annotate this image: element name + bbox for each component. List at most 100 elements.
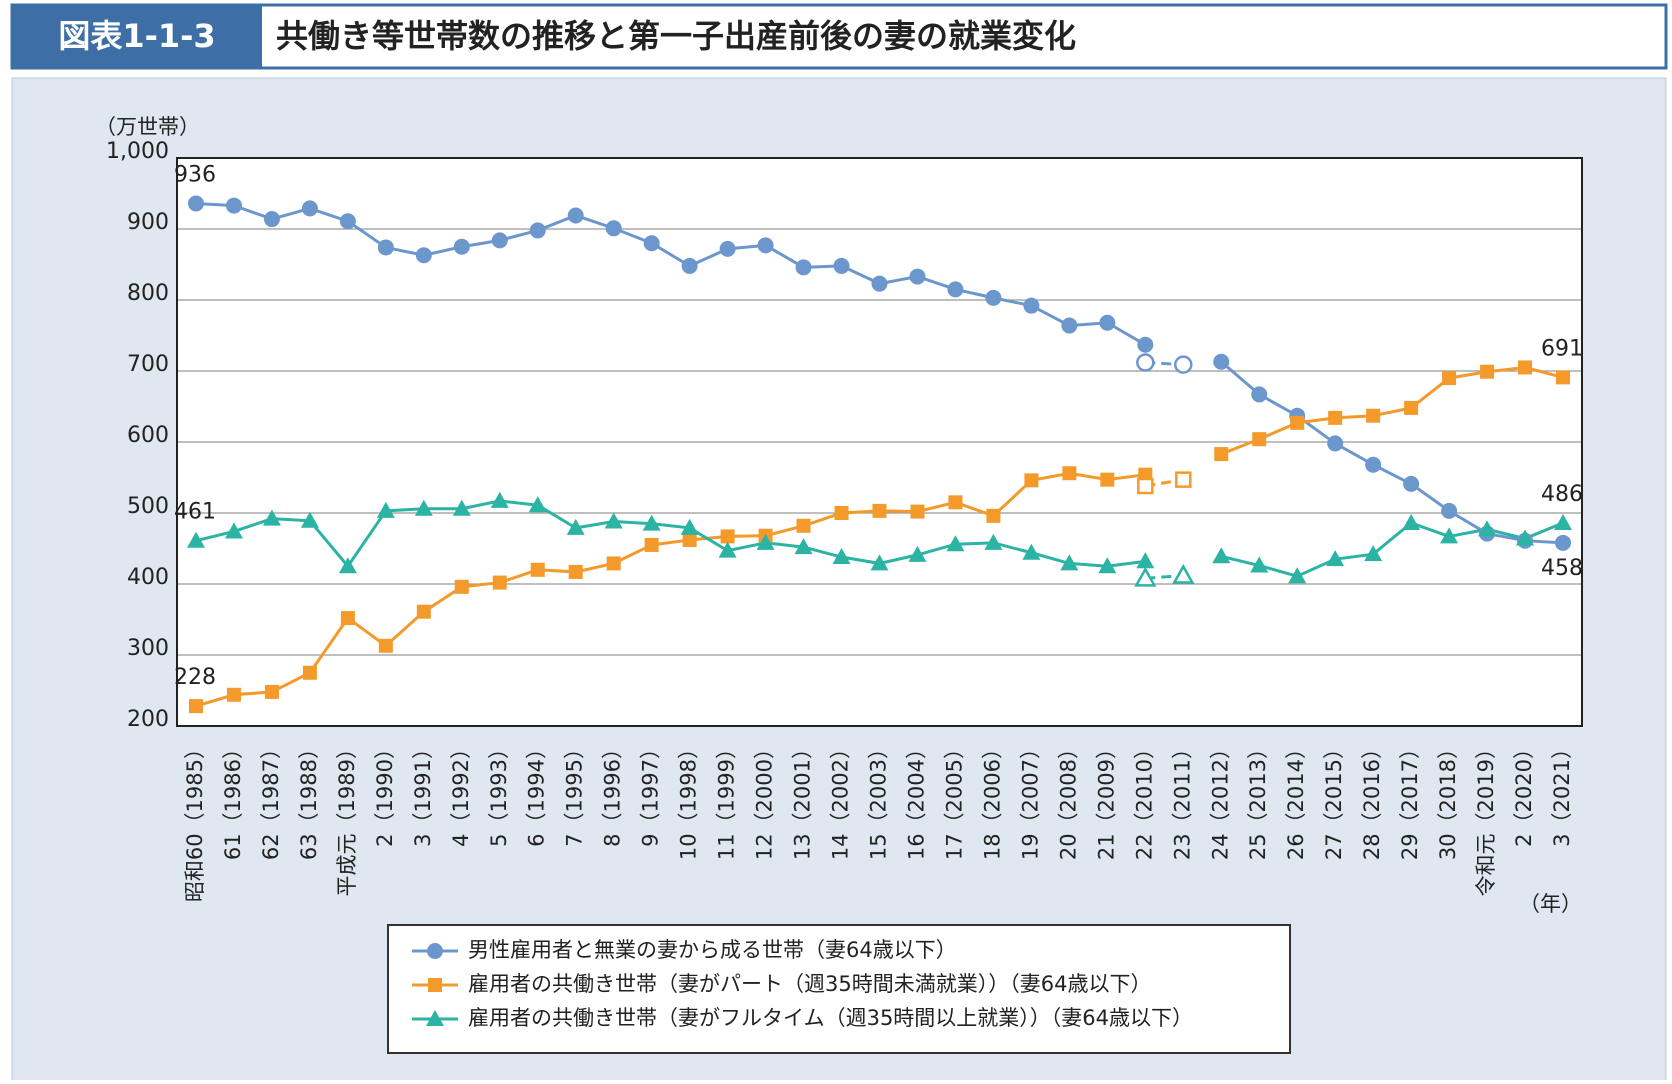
point [187, 195, 204, 212]
point [1134, 566, 1157, 587]
x-tick-label: 9（1997） [639, 738, 663, 847]
figure-number: 図表1-1-3 [58, 17, 215, 55]
point [300, 511, 319, 528]
point [340, 611, 355, 626]
point [1214, 447, 1229, 462]
point [872, 503, 887, 518]
point [986, 508, 1001, 523]
x-tick-label: 26（2014） [1284, 738, 1308, 860]
x-tick-label: 3（2021） [1550, 738, 1574, 847]
point [1213, 353, 1230, 370]
legend-marker [428, 978, 442, 992]
point [1480, 364, 1495, 379]
series-line [195, 499, 1564, 578]
point [1518, 360, 1533, 375]
y-tick-label: 900 [127, 210, 169, 235]
grid [177, 157, 1582, 727]
point [719, 240, 736, 257]
point [378, 638, 393, 653]
legend [387, 924, 1291, 1054]
x-tick-label: 16（2004） [904, 738, 928, 860]
point [1100, 472, 1115, 487]
point [1440, 527, 1459, 544]
point [225, 197, 242, 214]
point [718, 541, 737, 558]
point [796, 518, 811, 533]
x-tick-label: 2（1990） [373, 738, 397, 847]
x-tick-label: 2（2020） [1512, 738, 1536, 847]
point [1136, 552, 1155, 569]
point [1555, 534, 1572, 551]
x-tick-label: 17（2005） [942, 738, 966, 860]
point [682, 532, 697, 547]
point [642, 514, 661, 531]
point [490, 491, 509, 508]
point [795, 259, 812, 276]
point [1023, 297, 1040, 314]
point [1060, 554, 1079, 571]
point [530, 562, 545, 577]
point [1062, 466, 1077, 481]
point [377, 239, 394, 256]
x-tick-label: 63（1988） [297, 738, 321, 860]
point [224, 522, 243, 539]
point [947, 281, 964, 298]
data-label: 228 [174, 665, 216, 690]
plot-marks [186, 195, 1573, 714]
point [1022, 543, 1041, 560]
x-tick-label: 29（2017） [1398, 738, 1422, 860]
legend-label: 男性雇用者と無業の妻から成る世帯（妻64歳以下） [468, 938, 957, 962]
point [1137, 336, 1154, 353]
point [1250, 556, 1269, 573]
point [1478, 520, 1497, 537]
y-tick-label: 500 [127, 494, 169, 519]
point [302, 665, 317, 680]
y-tick-label: 800 [127, 281, 169, 306]
point [566, 518, 585, 535]
point [1554, 513, 1573, 530]
x-tick-label: 8（1996） [601, 738, 625, 847]
point [453, 238, 470, 255]
x-tick-label: 30（2018） [1436, 738, 1460, 860]
y-tick-label: 700 [127, 352, 169, 377]
figure-title: 共働き等世帯数の推移と第一子出産前後の妻の就業変化 [276, 17, 1076, 55]
legend-marker [427, 943, 443, 959]
point [568, 564, 583, 579]
x-tick-label: 昭和60（1985） [183, 738, 207, 902]
point [720, 529, 735, 544]
point [1402, 513, 1421, 530]
point [681, 257, 698, 274]
point [301, 200, 318, 217]
x-tick-label: 平成元（1989） [335, 738, 359, 896]
x-tick-label: 21（2009） [1094, 738, 1118, 860]
data-label: 691 [1541, 336, 1583, 361]
point [910, 504, 925, 519]
legend-marker [426, 1010, 444, 1026]
x-tick-label: 6（1994） [525, 738, 549, 847]
x-tick-label: 5（1993） [487, 738, 511, 847]
point [339, 213, 356, 230]
point [1556, 370, 1571, 385]
point [1328, 410, 1343, 425]
point [871, 275, 888, 292]
y-axis-label: （万世帯） [95, 115, 200, 139]
point [263, 211, 280, 228]
point [833, 257, 850, 274]
point [376, 501, 395, 518]
x-tick-label: 22（2010） [1132, 738, 1156, 860]
point [264, 684, 279, 699]
point [529, 222, 546, 239]
point [1288, 567, 1307, 584]
point [1136, 353, 1155, 372]
x-tick-label: 11（1999） [715, 738, 739, 860]
point [1364, 545, 1383, 562]
data-label: 486 [1541, 482, 1583, 507]
point [567, 207, 584, 224]
x-tick-label: 令和元（2019） [1474, 738, 1498, 896]
x-tick-label: 25（2013） [1246, 738, 1270, 860]
x-tick-label: 19（2007） [1018, 738, 1042, 860]
x-tick-label: 23（2011） [1170, 738, 1194, 860]
point [186, 531, 205, 548]
x-tick-label: 14（2002） [829, 738, 853, 860]
